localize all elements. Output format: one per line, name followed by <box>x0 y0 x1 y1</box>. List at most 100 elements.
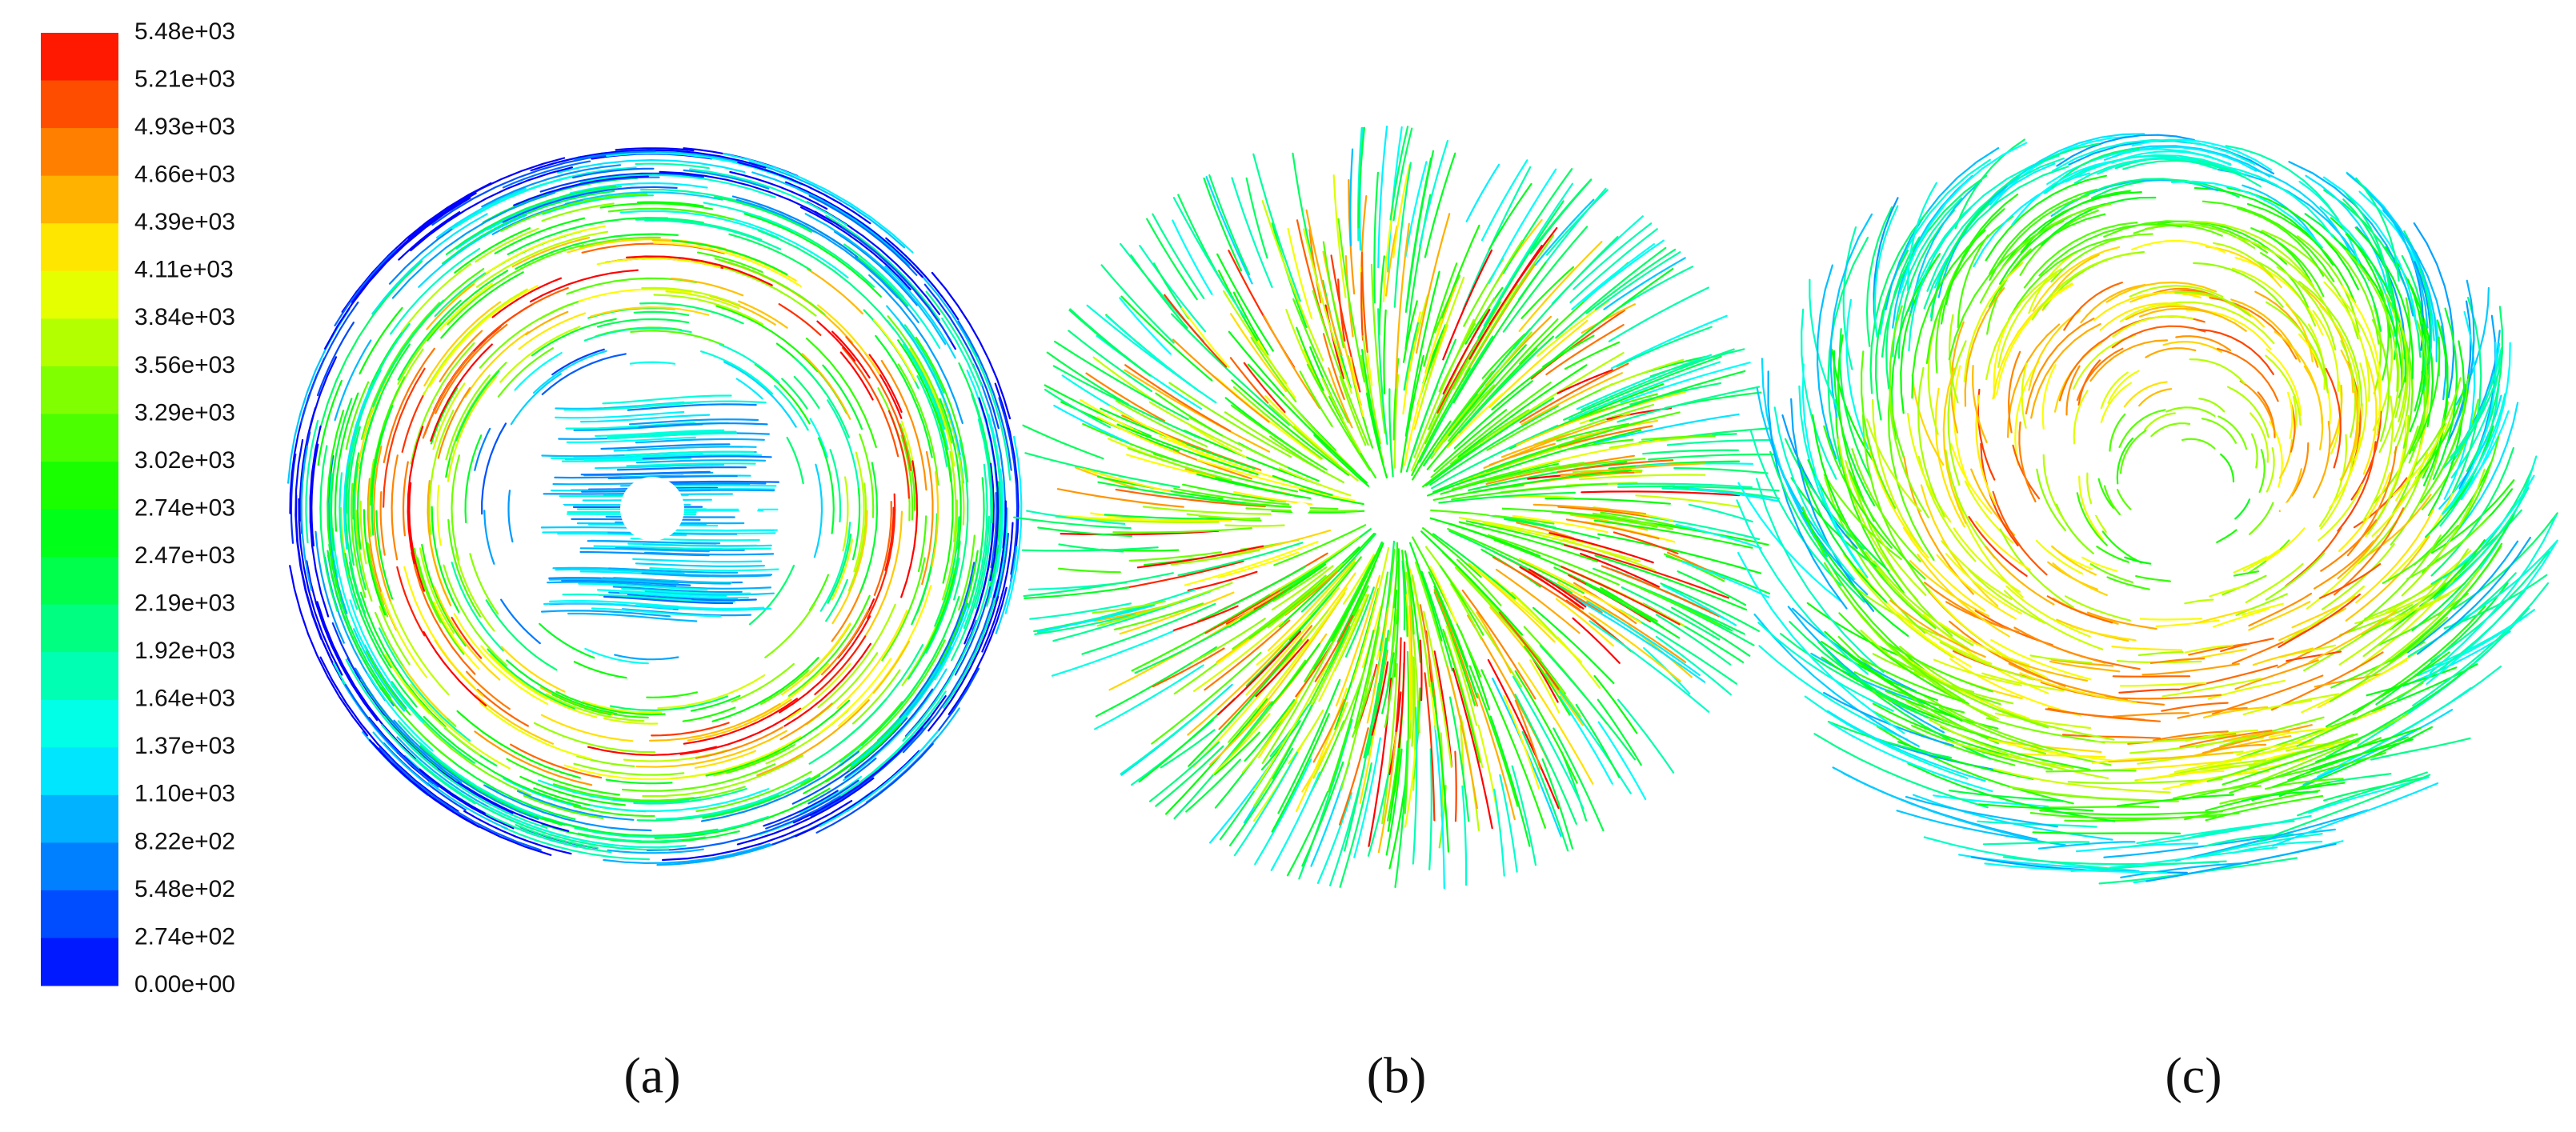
streamline <box>1480 669 1547 829</box>
streamline <box>1514 670 1578 784</box>
streamline <box>1386 608 1398 686</box>
streamline <box>1245 177 1268 259</box>
streamline <box>1801 511 1909 638</box>
streamline <box>619 591 750 599</box>
streamline <box>1753 613 1920 747</box>
streamline <box>1519 566 1584 610</box>
streamline <box>2109 413 2126 452</box>
panel-label: (a) <box>623 1047 680 1104</box>
streamline <box>2032 831 2181 834</box>
streamline <box>481 422 507 515</box>
streamline <box>2297 771 2428 817</box>
streamline <box>309 425 330 618</box>
streamline <box>1155 392 1223 437</box>
streamline <box>463 810 572 855</box>
streamline <box>2313 420 2331 498</box>
streamline <box>351 192 477 303</box>
streamline <box>1857 655 1968 704</box>
streamline <box>435 323 508 414</box>
streamline <box>2442 367 2501 469</box>
streamline <box>2184 789 2321 821</box>
streamline <box>1929 718 2109 779</box>
streamline <box>714 196 812 233</box>
streamline <box>1563 355 1722 421</box>
streamline <box>2242 699 2313 716</box>
streamline <box>2065 595 2131 622</box>
streamline <box>2049 660 2121 673</box>
streamline <box>606 152 802 186</box>
streamline <box>1208 765 1271 844</box>
streamline <box>2371 451 2429 538</box>
streamline <box>1564 341 1621 370</box>
streamline <box>831 538 854 601</box>
streamline <box>915 336 969 483</box>
streamline <box>1301 761 1344 867</box>
streamline <box>1571 393 1658 422</box>
streamline <box>2222 730 2290 742</box>
streamline <box>2382 582 2466 623</box>
streamline <box>859 510 903 645</box>
streamline <box>1939 641 2034 681</box>
streamline <box>1902 526 1985 612</box>
streamline <box>1430 382 1552 478</box>
streamline <box>1899 142 2028 294</box>
streamline <box>1296 326 1324 391</box>
streamline <box>2234 498 2251 520</box>
streamline <box>2201 418 2237 444</box>
streamline <box>859 462 879 593</box>
streamline <box>1356 663 1378 730</box>
streamline <box>2150 422 2191 438</box>
streamline <box>1451 482 1608 501</box>
streamline <box>1208 174 1251 276</box>
streamline <box>625 255 773 286</box>
streamline <box>406 685 481 756</box>
streamline <box>1190 425 1247 458</box>
colorbar-band <box>41 318 118 367</box>
streamline <box>2201 163 2334 238</box>
streamline <box>1911 230 1986 399</box>
streamline <box>1789 621 1929 719</box>
colorbar-band <box>41 652 118 701</box>
streamline <box>1384 225 1398 297</box>
streamline <box>2032 246 2121 312</box>
streamline <box>1872 690 1998 741</box>
streamline <box>314 530 345 644</box>
streamline <box>439 282 494 331</box>
streamline <box>2149 658 2205 665</box>
streamline <box>916 375 948 467</box>
streamline <box>349 369 382 462</box>
streamline <box>2050 147 2140 189</box>
streamline <box>2342 198 2394 310</box>
streamline <box>1908 207 1972 352</box>
streamline <box>2278 593 2361 649</box>
streamline <box>2272 751 2386 788</box>
streamline <box>1420 526 1482 578</box>
streamline <box>2425 425 2494 538</box>
streamline <box>1232 574 1327 650</box>
streamline <box>903 324 945 394</box>
streamline <box>1438 322 1476 393</box>
streamline <box>1488 168 1557 284</box>
streamline <box>1270 771 1321 871</box>
streamline <box>2177 706 2248 719</box>
streamline <box>1477 200 1564 339</box>
streamline <box>565 422 695 430</box>
streamline <box>2225 145 2339 220</box>
streamline <box>1689 487 1780 502</box>
streamline <box>1992 490 2048 576</box>
streamline <box>633 787 747 805</box>
streamline <box>632 558 763 563</box>
streamline <box>630 330 725 346</box>
streamline <box>1909 560 1990 618</box>
streamline <box>1411 656 1416 747</box>
streamline <box>2106 576 2150 590</box>
streamline <box>419 768 486 814</box>
streamline <box>381 724 476 805</box>
streamline <box>545 693 645 722</box>
streamline <box>1963 262 2024 382</box>
streamline <box>1520 439 1661 471</box>
streamline <box>1452 262 1547 404</box>
streamline <box>751 171 911 266</box>
streamline <box>1172 197 1246 319</box>
streamline <box>1404 161 1428 258</box>
